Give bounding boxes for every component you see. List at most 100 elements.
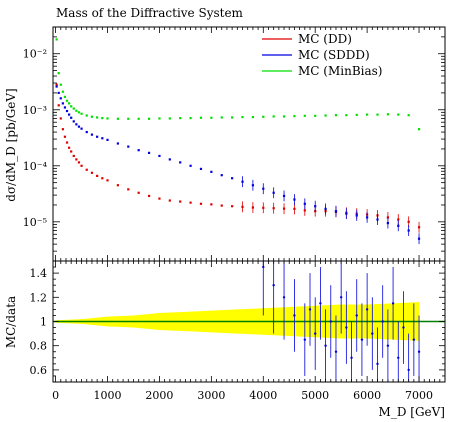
data-point [366, 113, 369, 116]
data-point [72, 107, 75, 110]
y-tick-label: 10⁻⁴ [23, 160, 48, 173]
data-point [67, 113, 71, 116]
data-point [67, 102, 71, 105]
ratio-y-axis-label: MC/data [4, 296, 18, 348]
data-point [70, 105, 73, 108]
legend-entry: MC (MinBias) [262, 64, 382, 78]
legend-label: MC (DD) [298, 32, 352, 46]
data-point [57, 72, 60, 75]
ratio-point [308, 273, 312, 346]
data-point [65, 99, 69, 102]
data-point [158, 197, 161, 200]
data-point [220, 174, 223, 177]
ratio-point [360, 303, 364, 376]
data-point [210, 116, 213, 119]
data-point [63, 106, 67, 109]
data-point [106, 179, 109, 182]
data-point [59, 117, 62, 120]
data-point [55, 85, 58, 88]
data-point [251, 115, 254, 119]
data-point [303, 114, 306, 117]
data-point [96, 174, 99, 178]
data-point [199, 116, 203, 119]
data-point [65, 109, 69, 113]
ratio-point [282, 261, 286, 340]
ratio-tick-label: 1 [40, 316, 47, 329]
data-point [407, 114, 410, 117]
data-point [61, 128, 64, 131]
data-point [179, 200, 182, 203]
y-axis-label: dσ/dM_D [pb/GeV] [4, 88, 18, 201]
data-point [116, 117, 120, 120]
ratio-tick-label: 1.4 [30, 267, 48, 280]
data-point [189, 201, 192, 204]
data-point [101, 177, 104, 180]
data-point [282, 115, 286, 118]
data-point [96, 116, 99, 119]
data-point [262, 115, 265, 118]
data-point [106, 117, 109, 120]
data-point [72, 120, 75, 123]
data-point [179, 117, 182, 120]
data-point [90, 115, 94, 118]
data-point [116, 142, 120, 145]
data-point [210, 203, 213, 206]
series-1 [55, 85, 421, 245]
data-point [293, 115, 296, 118]
data-point [147, 151, 151, 154]
data-point [179, 161, 182, 164]
data-point [90, 171, 94, 174]
data-point [75, 109, 78, 112]
data-point [80, 112, 83, 115]
data-point [231, 205, 234, 208]
data-point [168, 199, 171, 202]
data-point [85, 114, 88, 117]
ratio-point [412, 303, 416, 376]
main-panel-frame [52, 26, 446, 262]
x-tick-label: 1000 [94, 389, 122, 402]
y-tick-label: 10⁻² [23, 48, 47, 61]
ratio-point [313, 297, 317, 370]
ratio-point [272, 261, 275, 334]
ratio-point [376, 327, 379, 382]
data-point [106, 138, 109, 141]
data-point [168, 117, 171, 120]
data-point [158, 117, 161, 120]
data-point [101, 117, 104, 120]
data-point [59, 97, 62, 100]
data-point [80, 164, 83, 167]
data-point [231, 116, 234, 119]
data-point [147, 194, 151, 198]
data-point [72, 154, 75, 158]
series-0 [55, 83, 421, 233]
ratio-point [350, 321, 353, 382]
data-point [376, 113, 379, 116]
data-point [199, 167, 203, 171]
chart-title: Mass of the Diffractive System [56, 6, 244, 20]
x-axis-label: M_D [GeV] [379, 405, 445, 419]
data-point [210, 170, 213, 173]
data-point [137, 117, 140, 120]
data-point [77, 125, 81, 128]
data-point [137, 149, 140, 152]
series-layer [55, 38, 421, 245]
tick-labels-layer: 0 1000 2000 3000 4000 5000 6000 7000 10⁻⁵ 10⁻⁴ 10⁻… [23, 48, 433, 402]
data-point [85, 168, 88, 171]
series-2 [55, 38, 421, 131]
data-point [189, 164, 192, 167]
legend-entry: MC (SDDD) [262, 48, 370, 62]
data-point [67, 146, 71, 149]
ratio-point [262, 261, 265, 316]
ratio-point [303, 303, 307, 376]
ratio-point [391, 267, 395, 340]
data-point [127, 188, 130, 191]
legend: MC (DD) MC (SDDD) MC (MinBias) [262, 32, 382, 78]
ratio-point [386, 309, 390, 382]
data-point [231, 177, 234, 180]
data-point [241, 115, 244, 119]
data-point [386, 113, 389, 116]
data-point [63, 95, 67, 98]
x-tick-label: 7000 [405, 389, 433, 402]
data-point [147, 117, 151, 120]
ratio-point [319, 267, 322, 340]
